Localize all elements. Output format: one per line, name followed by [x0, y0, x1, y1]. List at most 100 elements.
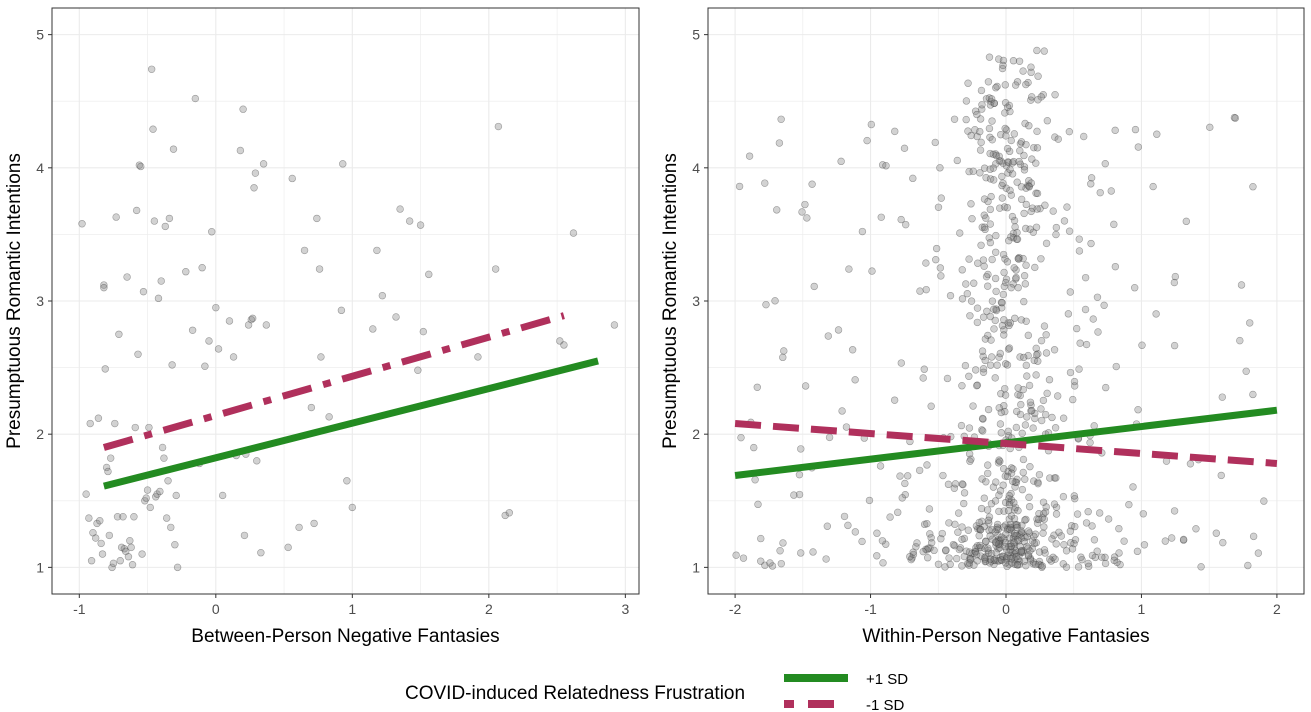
- scatter-point: [1020, 297, 1028, 306]
- scatter-point: [244, 321, 253, 329]
- scatter-point: [416, 221, 425, 229]
- scatter-point: [988, 117, 996, 125]
- legend-title: COVID-induced Relatedness Frustration: [405, 683, 745, 704]
- scatter-point: [958, 480, 967, 488]
- scatter-point: [1040, 47, 1048, 55]
- scatter-point: [1152, 310, 1160, 318]
- scatter-point: [978, 414, 987, 423]
- scatter-point: [1024, 331, 1033, 340]
- scatter-point: [980, 211, 988, 219]
- scatter-point: [154, 294, 163, 303]
- scatter-point: [922, 259, 930, 267]
- scatter-point: [1015, 557, 1024, 565]
- scatter-point: [994, 459, 1003, 467]
- scatter-point: [989, 176, 998, 184]
- scatter-point: [1022, 140, 1030, 149]
- scatter-point: [1008, 170, 1017, 178]
- scatter-point: [157, 277, 165, 285]
- scatter-point: [251, 169, 260, 177]
- scatter-point: [842, 423, 851, 431]
- scatter-point: [1005, 491, 1014, 500]
- scatter-point: [999, 179, 1007, 187]
- scatter-point: [112, 213, 120, 221]
- scatter-point: [965, 167, 973, 176]
- scatter-point: [315, 265, 324, 273]
- scatter-point: [1045, 376, 1054, 384]
- scatter-point: [761, 179, 769, 187]
- scatter-point: [1206, 123, 1214, 132]
- scatter-point: [1001, 278, 1010, 287]
- scatter-point: [1115, 549, 1123, 557]
- scatter-point: [992, 151, 1001, 160]
- scatter-point: [998, 552, 1007, 560]
- scatter-point: [369, 325, 377, 333]
- scatter-point: [925, 505, 934, 513]
- scatter-point: [951, 520, 959, 529]
- scatter-point: [971, 126, 979, 134]
- scatter-point: [1001, 559, 1010, 567]
- scatter-point: [1013, 475, 1021, 484]
- scatter-point: [840, 512, 849, 521]
- scatter-point: [1016, 410, 1025, 419]
- scatter-point: [974, 525, 982, 533]
- scatter-point: [996, 540, 1004, 549]
- scatter-point: [993, 525, 1001, 534]
- right-y-axis-title: Presumptuous Romantic Intentions: [660, 153, 681, 449]
- scatter-point: [924, 544, 933, 552]
- scatter-point: [1005, 495, 1013, 503]
- scatter-point: [958, 382, 966, 390]
- scatter-point: [1140, 541, 1149, 549]
- scatter-point: [1014, 254, 1022, 263]
- scatter-point: [986, 165, 994, 173]
- scatter-point: [1057, 532, 1066, 540]
- scatter-point: [1010, 550, 1019, 558]
- scatter-point: [1010, 531, 1018, 540]
- scatter-point: [1023, 413, 1031, 421]
- scatter-point: [992, 306, 1001, 315]
- scatter-point: [1040, 515, 1049, 523]
- scatter-point: [1025, 182, 1033, 190]
- y-tick-label: 4: [692, 160, 700, 176]
- scatter-point: [325, 413, 333, 421]
- scatter-point: [1087, 174, 1096, 182]
- scatter-point: [988, 535, 997, 543]
- scatter-point: [1088, 551, 1097, 560]
- scatter-point: [1034, 478, 1042, 486]
- scatter-point: [1075, 365, 1083, 373]
- scatter-point: [198, 264, 206, 272]
- scatter-point: [926, 530, 934, 538]
- scatter-point: [1028, 544, 1037, 553]
- scatter-point: [1070, 377, 1079, 386]
- scatter-point: [984, 270, 992, 279]
- scatter-point: [981, 555, 989, 563]
- scatter-point: [1007, 191, 1016, 199]
- scatter-point: [1033, 144, 1042, 152]
- scatter-point: [1007, 464, 1016, 472]
- scatter-point: [1043, 389, 1051, 398]
- scatter-point: [1090, 422, 1098, 430]
- scatter-point: [986, 238, 995, 247]
- scatter-point: [999, 250, 1008, 259]
- scatter-point: [965, 255, 973, 263]
- scatter-point: [985, 513, 994, 521]
- scatter-point: [927, 402, 935, 410]
- scatter-point: [997, 389, 1005, 398]
- scatter-point: [1035, 548, 1044, 556]
- scatter-point: [108, 563, 116, 572]
- scatter-point: [208, 228, 216, 236]
- scatter-point: [1014, 561, 1022, 569]
- scatter-point: [205, 337, 213, 345]
- scatter-point: [1002, 555, 1011, 564]
- scatter-point: [414, 366, 422, 374]
- scatter-point: [801, 200, 809, 209]
- scatter-point: [879, 559, 887, 567]
- scatter-point: [1031, 530, 1040, 538]
- scatter-point: [913, 539, 921, 547]
- scatter-point: [1009, 57, 1018, 65]
- scatter-point: [1034, 96, 1042, 104]
- scatter-point: [1010, 498, 1018, 507]
- scatter-point: [1024, 552, 1033, 560]
- scatter-point: [1001, 360, 1010, 368]
- scatter-point: [1027, 179, 1036, 187]
- scatter-point: [1019, 547, 1027, 555]
